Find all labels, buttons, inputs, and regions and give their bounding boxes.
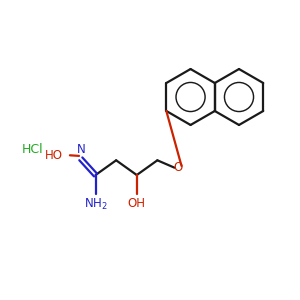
Text: N: N	[76, 143, 85, 157]
Text: NH$_2$: NH$_2$	[84, 196, 107, 211]
Text: O: O	[173, 161, 183, 174]
Text: HCl: HCl	[21, 143, 43, 157]
Text: HO: HO	[45, 149, 63, 162]
Text: OH: OH	[128, 197, 146, 210]
